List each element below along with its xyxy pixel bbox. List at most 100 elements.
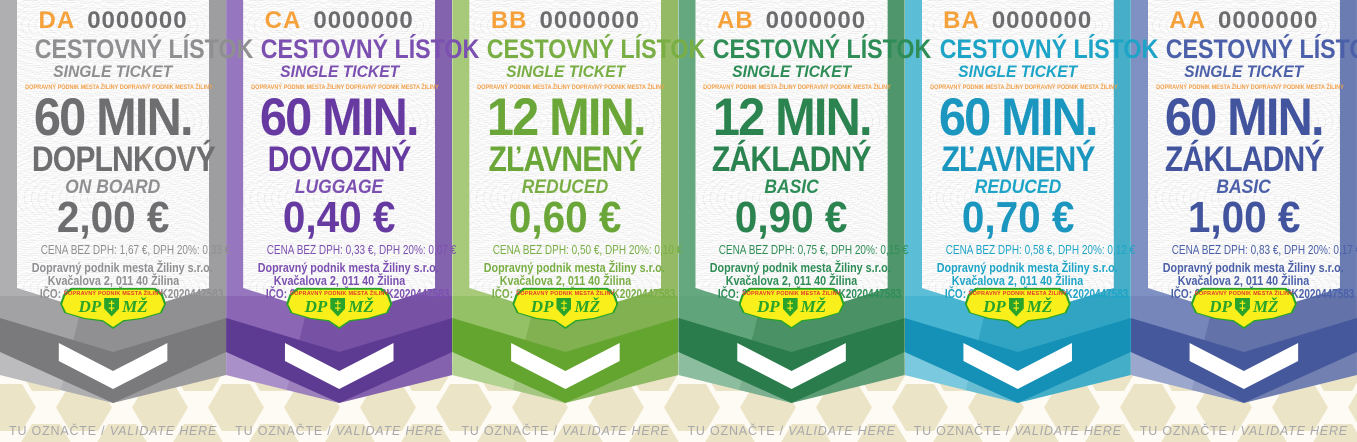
company-address: Kvačalova 2, 011 40 Žilina xyxy=(499,274,632,288)
hexagon-pattern-cell xyxy=(1120,384,1176,431)
ticket-price: 1,00 € xyxy=(1187,193,1301,242)
ticket-series-code: BA xyxy=(943,7,980,34)
dpmz-logo-caption: DOPRAVNÝ PODNIK MESTA ŽILINY xyxy=(290,291,389,297)
hexagon-pattern-cell xyxy=(1234,424,1290,442)
dpmz-logo-dp: DP xyxy=(1209,297,1232,316)
ticket-watermark-panel xyxy=(921,0,1114,318)
dpmz-logo: DOPRAVNÝ PODNIK MESTA ŽILINY DP ‡ MŽ xyxy=(964,287,1071,329)
ticket-title: CESTOVNÝ LÍSTOK xyxy=(487,34,706,64)
dpmz-logo-mz: MŽ xyxy=(1252,297,1279,316)
ticket-serial: CA 0000000 xyxy=(243,9,435,33)
ticket-serial: DA 0000000 xyxy=(17,9,209,33)
ticket-serial: AB 0000000 xyxy=(695,9,887,33)
ticket-type-sk: DOVOZNÝ xyxy=(267,140,412,179)
ticket-serial-number: 0000000 xyxy=(87,7,188,34)
ticket-content: CA 0000000 CESTOVNÝ LÍSTOK SINGLE TICKET … xyxy=(243,0,480,301)
dpmz-logo: DOPRAVNÝ PODNIK MESTA ŽILINY DP ‡ MŽ xyxy=(512,287,619,329)
dpmz-logo-caption: DOPRAVNÝ PODNIK MESTA ŽILINY xyxy=(968,291,1067,297)
dpmz-logo: DOPRAVNÝ PODNIK MESTA ŽILINY DP ‡ MŽ xyxy=(1190,287,1297,329)
ticket-type-en: LUGGAGE xyxy=(295,177,384,198)
dpmz-logo-caption: DOPRAVNÝ PODNIK MESTA ŽILINY xyxy=(63,291,163,297)
dpmz-logo-mz: MŽ xyxy=(574,297,600,316)
validate-here-label: TU OZNAČTE / VALIDATE HERE xyxy=(1139,424,1348,438)
hexagon-pattern-cell xyxy=(702,424,758,442)
hexagon-pattern-cell xyxy=(1348,384,1357,431)
ticket-duration: 60 MIN. xyxy=(260,88,420,147)
double-cross-shield-icon: ‡ xyxy=(782,297,798,317)
validate-here-label: TU OZNAČTE / VALIDATE HERE xyxy=(461,424,670,438)
ticket-tax-line: CENA BEZ DPH: 1,67 €, DPH 20%: 0,33 € xyxy=(40,243,231,257)
ticket-serial-number: 0000000 xyxy=(539,7,640,34)
dpmz-logo: DOPRAVNÝ PODNIK MESTA ŽILINY DP ‡ MŽ xyxy=(60,287,167,329)
ticket-type-sk: ZĽAVNENÝ xyxy=(941,140,1095,179)
ticket-type-en: BASIC xyxy=(1216,177,1272,198)
hexagon-pattern-cell xyxy=(1006,424,1062,442)
hexagon-pattern-cell xyxy=(94,424,150,442)
ticket-content: BB 0000000 CESTOVNÝ LÍSTOK SINGLE TICKET … xyxy=(469,0,706,301)
validate-here-label: TU OZNAČTE / VALIDATE HERE xyxy=(9,424,218,438)
company-address: Kvačalova 2, 011 40 Žilina xyxy=(273,274,405,288)
ticket-subtitle-en: SINGLE TICKET xyxy=(505,62,625,81)
dpmz-logo-caption: DOPRAVNÝ PODNIK MESTA ŽILINY xyxy=(742,291,841,297)
hexagon-pattern-cell xyxy=(550,424,606,442)
ticket-serial: BB 0000000 xyxy=(469,9,661,33)
validate-here-label: TU OZNAČTE / VALIDATE HERE xyxy=(235,424,444,438)
ticket-serial: BA 0000000 xyxy=(922,9,1114,33)
dpmz-logo-caption: DOPRAVNÝ PODNIK MESTA ŽILINY xyxy=(1194,291,1294,297)
ticket-subtitle-en: SINGLE TICKET xyxy=(279,62,399,81)
dpmz-logo-monogram: DP ‡ MŽ xyxy=(739,297,845,317)
ticket-type-sk: ZÁKLADNÝ xyxy=(712,140,872,179)
ticket-watermark-panel xyxy=(243,0,436,318)
ticket-subtitle-en: SINGLE TICKET xyxy=(958,62,1078,81)
company-name: Dopravný podnik mesta Žiliny s.r.o. xyxy=(936,261,1118,275)
ticket: CA 0000000 CESTOVNÝ LÍSTOK SINGLE TICKET … xyxy=(226,0,480,442)
ticket-type-en: BASIC xyxy=(764,177,819,198)
hexagon-pattern-cell xyxy=(322,424,378,442)
company-address: Kvačalova 2, 011 40 Žilina xyxy=(1178,274,1310,288)
ticket: BA 0000000 CESTOVNÝ LÍSTOK SINGLE TICKET … xyxy=(904,0,1158,442)
company-address: Kvačalova 2, 011 40 Žilina xyxy=(725,274,858,288)
dpmz-logo-mz: MŽ xyxy=(800,297,827,316)
company-name: Dopravný podnik mesta Žiliny s.r.o. xyxy=(257,261,439,275)
ticket-title: CESTOVNÝ LÍSTOK xyxy=(260,34,480,64)
dpmz-logo-dp: DP xyxy=(983,297,1006,316)
ticket-duration: 60 MIN. xyxy=(1164,88,1325,147)
dpmz-logo-dp: DP xyxy=(304,297,328,316)
validate-here-label: TU OZNAČTE / VALIDATE HERE xyxy=(913,424,1122,438)
ticket-series-code: DA xyxy=(38,7,76,34)
ticket: DA 0000000 CESTOVNÝ LÍSTOK SINGLE TICKET … xyxy=(0,0,254,442)
dpmz-logo-dp: DP xyxy=(756,297,780,316)
ticket-subtitle-en: SINGLE TICKET xyxy=(1184,62,1304,81)
dpmz-logo-caption: DOPRAVNÝ PODNIK MESTA ŽILINY xyxy=(516,291,615,297)
hexagon-pattern-cell xyxy=(1082,424,1138,442)
company-name: Dopravný podnik mesta Žiliny s.r.o. xyxy=(484,261,666,275)
ticket-title: CESTOVNÝ LÍSTOK xyxy=(939,34,1158,64)
ticket-duration: 60 MIN. xyxy=(938,88,1099,147)
company-name: Dopravný podnik mesta Žiliny s.r.o. xyxy=(31,261,213,275)
hexagon-pattern-cell xyxy=(854,424,910,442)
hexagon-pattern-cell xyxy=(1158,424,1214,442)
ticket-price: 0,90 € xyxy=(735,193,848,242)
agency-microtext: DOPRAVNÝ PODNIK MESTA ŽILINY DOPRAVNÝ PO… xyxy=(703,85,892,91)
double-cross-shield-icon: ‡ xyxy=(1234,297,1250,317)
dpmz-logo-monogram: DP ‡ MŽ xyxy=(1191,297,1297,317)
ticket-serial-number: 0000000 xyxy=(991,7,1093,34)
ticket-title: CESTOVNÝ LÍSTOK xyxy=(34,34,254,64)
ticket-content: BA 0000000 CESTOVNÝ LÍSTOK SINGLE TICKET … xyxy=(922,0,1158,301)
hexagon-pattern-cell xyxy=(1310,424,1357,442)
validate-here-label: TU OZNAČTE / VALIDATE HERE xyxy=(687,424,896,438)
double-cross-shield-icon: ‡ xyxy=(330,297,346,317)
ticket-price: 2,00 € xyxy=(56,193,170,242)
ticket-watermark-panel xyxy=(17,0,210,318)
ticket-series-code: AB xyxy=(716,7,754,34)
dpmz-logo: DOPRAVNÝ PODNIK MESTA ŽILINY DP ‡ MŽ xyxy=(286,287,393,329)
ticket-serial-number: 0000000 xyxy=(1217,7,1319,34)
agency-microtext: DOPRAVNÝ PODNIK MESTA ŽILINY DOPRAVNÝ PO… xyxy=(25,85,213,91)
dpmz-logo-monogram: DP ‡ MŽ xyxy=(60,297,166,317)
ticket-content: DA 0000000 CESTOVNÝ LÍSTOK SINGLE TICKET … xyxy=(17,0,254,301)
hexagon-pattern-cell xyxy=(18,424,74,442)
hexagon-pattern-cell xyxy=(246,424,302,442)
ticket-type-sk: DOPLNKOVÝ xyxy=(31,140,216,179)
ticket: AB 0000000 CESTOVNÝ LÍSTOK SINGLE TICKET … xyxy=(678,0,932,442)
ticket-type-sk: ZÁKLADNÝ xyxy=(1164,140,1325,179)
